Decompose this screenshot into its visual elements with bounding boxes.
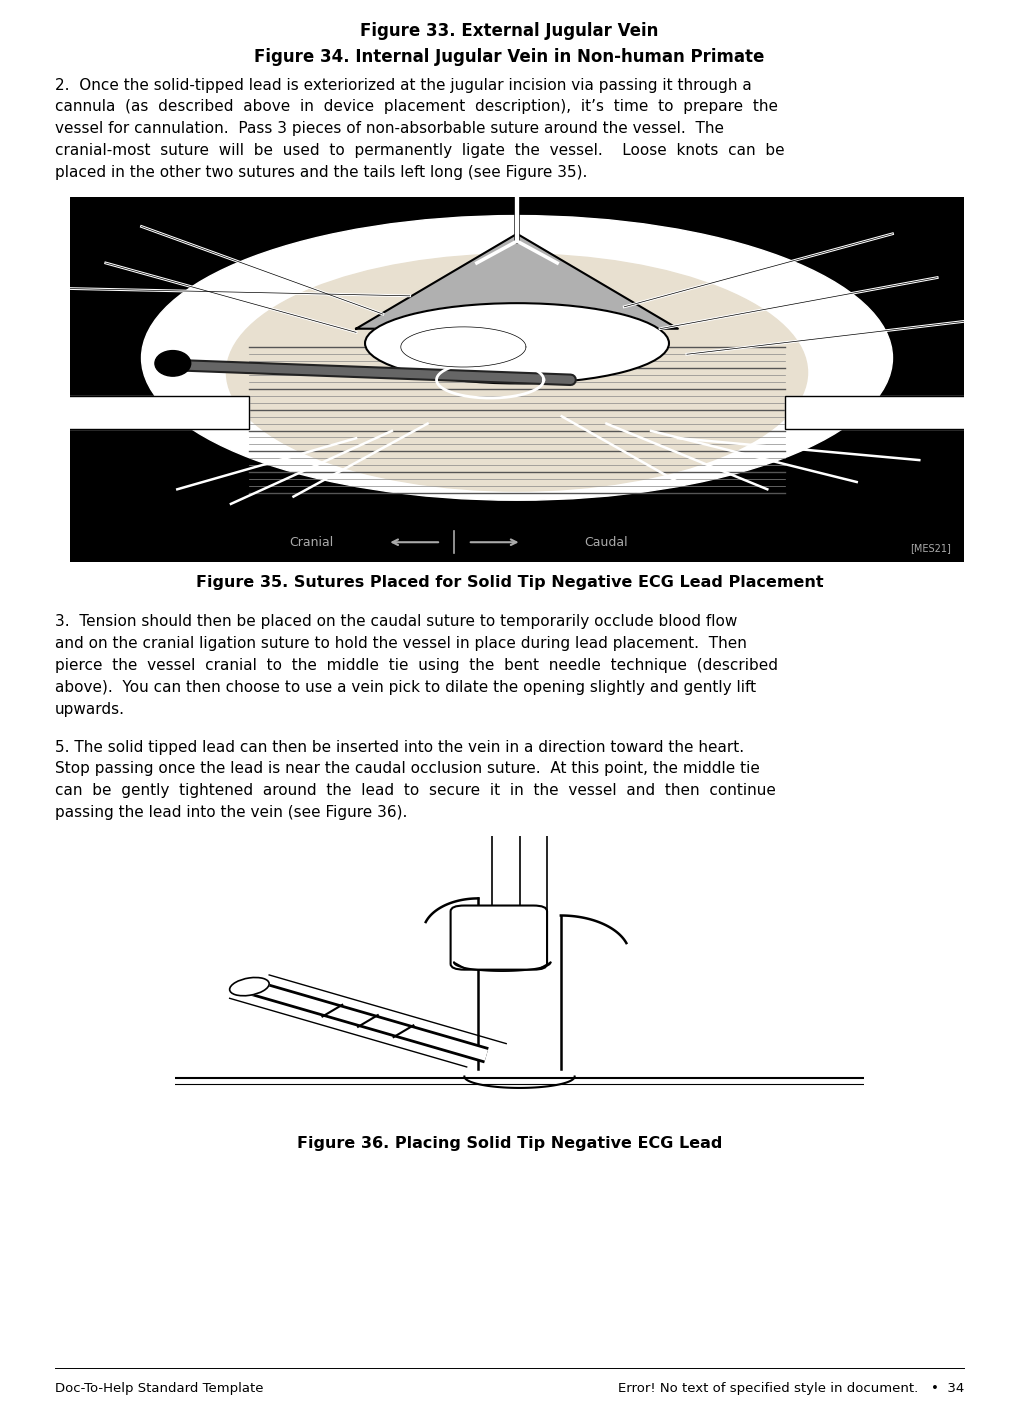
Bar <box>61 396 249 429</box>
Text: cranial-most  suture  will  be  used  to  permanently  ligate  the  vessel.    L: cranial-most suture will be used to perm… <box>55 143 785 158</box>
Text: passing the lead into the vein (see Figure 36).: passing the lead into the vein (see Figu… <box>55 805 408 820</box>
Ellipse shape <box>226 254 807 491</box>
Ellipse shape <box>155 350 191 376</box>
Text: Figure 34. Internal Jugular Vein in Non-human Primate: Figure 34. Internal Jugular Vein in Non-… <box>255 47 764 65</box>
Text: upwards.: upwards. <box>55 701 125 717</box>
Text: 3.  Tension should then be placed on the caudal suture to temporarily occlude bl: 3. Tension should then be placed on the … <box>55 614 738 629</box>
Ellipse shape <box>229 978 269 996</box>
Ellipse shape <box>123 209 910 508</box>
Bar <box>61 396 249 429</box>
Bar <box>786 396 982 429</box>
Text: [MES21]: [MES21] <box>910 542 951 552</box>
Ellipse shape <box>365 304 669 383</box>
Polygon shape <box>356 234 678 329</box>
Text: above).  You can then choose to use a vein pick to dilate the opening slightly a: above). You can then choose to use a vei… <box>55 680 756 695</box>
Ellipse shape <box>142 216 893 501</box>
FancyBboxPatch shape <box>450 905 547 969</box>
Text: Error! No text of specified style in document.   •  34: Error! No text of specified style in doc… <box>618 1382 964 1395</box>
Text: Cranial: Cranial <box>289 536 333 549</box>
Text: cannula  (as  described  above  in  device  placement  description),  it’s  time: cannula (as described above in device pl… <box>55 99 777 115</box>
Text: vessel for cannulation.  Pass 3 pieces of non-absorbable suture around the vesse: vessel for cannulation. Pass 3 pieces of… <box>55 121 725 136</box>
Text: placed in the other two sutures and the tails left long (see Figure 35).: placed in the other two sutures and the … <box>55 165 587 180</box>
Text: Figure 36. Placing Solid Tip Negative ECG Lead: Figure 36. Placing Solid Tip Negative EC… <box>297 1135 722 1151</box>
Text: 5. The solid tipped lead can then be inserted into the vein in a direction towar: 5. The solid tipped lead can then be ins… <box>55 739 744 755</box>
Text: Figure 35. Sutures Placed for Solid Tip Negative ECG Lead Placement: Figure 35. Sutures Placed for Solid Tip … <box>196 575 823 590</box>
Text: can  be  gently  tightened  around  the  lead  to  secure  it  in  the  vessel  : can be gently tightened around the lead … <box>55 783 775 797</box>
Text: 2.  Once the solid-tipped lead is exteriorized at the jugular incision via passi: 2. Once the solid-tipped lead is exterio… <box>55 78 752 92</box>
Bar <box>786 396 973 429</box>
Text: Doc-To-Help Standard Template: Doc-To-Help Standard Template <box>55 1382 264 1395</box>
Text: Stop passing once the lead is near the caudal occlusion suture.  At this point, : Stop passing once the lead is near the c… <box>55 762 760 776</box>
Text: Figure 33. External Jugular Vein: Figure 33. External Jugular Vein <box>361 23 658 40</box>
Text: and on the cranial ligation suture to hold the vessel in place during lead place: and on the cranial ligation suture to ho… <box>55 636 747 651</box>
Text: pierce  the  vessel  cranial  to  the  middle  tie  using  the  bent  needle  te: pierce the vessel cranial to the middle … <box>55 658 777 673</box>
Text: Caudal: Caudal <box>585 536 628 549</box>
